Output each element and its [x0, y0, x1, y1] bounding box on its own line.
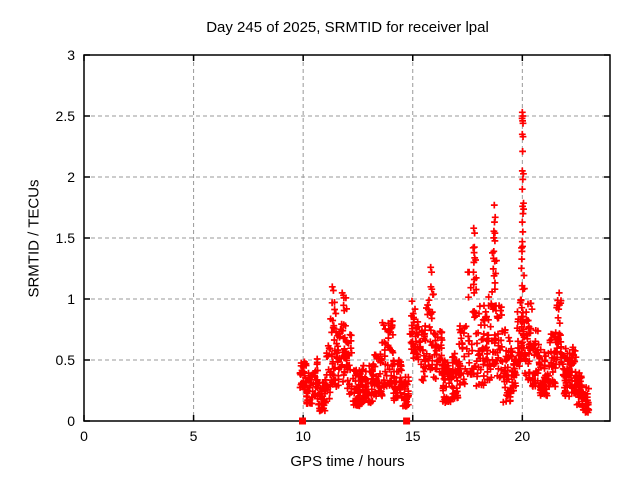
- y-tick-label: 1: [67, 291, 75, 307]
- chart-title: Day 245 of 2025, SRMTID for receiver lpa…: [206, 19, 489, 36]
- y-tick-label: 2: [67, 169, 75, 185]
- x-tick-label: 20: [515, 428, 531, 444]
- axis-ticks: [83, 54, 610, 422]
- y-tick-label: 0: [67, 413, 75, 429]
- scatter-points: [296, 108, 593, 416]
- x-tick-label: 5: [190, 428, 198, 444]
- zero-square-marker: [299, 417, 307, 425]
- y-tick-label: 1.5: [56, 230, 76, 246]
- x-tick-label: 0: [80, 428, 88, 444]
- x-axis-label: GPS time / hours: [290, 453, 405, 470]
- y-tick-label: 3: [67, 47, 75, 63]
- y-tick-label: 0.5: [56, 352, 76, 368]
- x-tick-label: 15: [405, 428, 421, 444]
- zero-square-marker: [403, 417, 411, 425]
- x-tick-label: 10: [295, 428, 311, 444]
- y-tick-label: 2.5: [56, 108, 76, 124]
